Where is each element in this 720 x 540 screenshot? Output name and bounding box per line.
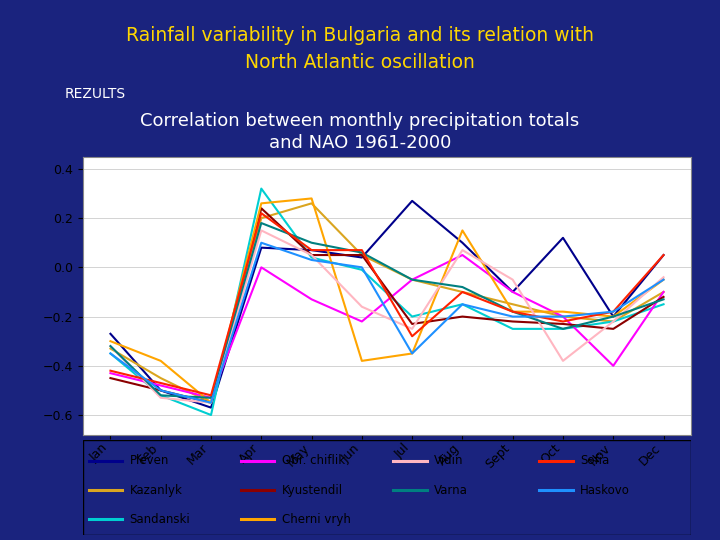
Text: Sandanski: Sandanski [130, 513, 190, 526]
Text: North Atlantic oscillation: North Atlantic oscillation [245, 52, 475, 72]
Text: Pleven: Pleven [130, 454, 169, 468]
Text: Haskovo: Haskovo [580, 484, 630, 497]
Text: Cherni vryh: Cherni vryh [282, 513, 351, 526]
Text: Obr. chiflik: Obr. chiflik [282, 454, 345, 468]
Text: Kyustendil: Kyustendil [282, 484, 343, 497]
Text: Sofia: Sofia [580, 454, 609, 468]
Text: Varna: Varna [434, 484, 468, 497]
Text: Kazanlyk: Kazanlyk [130, 484, 183, 497]
Text: REZULTS: REZULTS [65, 87, 126, 102]
Text: Rainfall variability in Bulgaria and its relation with: Rainfall variability in Bulgaria and its… [126, 25, 594, 45]
Text: Correlation between monthly precipitation totals: Correlation between monthly precipitatio… [140, 112, 580, 131]
Text: Vidin: Vidin [434, 454, 464, 468]
Text: and NAO 1961-2000: and NAO 1961-2000 [269, 134, 451, 152]
